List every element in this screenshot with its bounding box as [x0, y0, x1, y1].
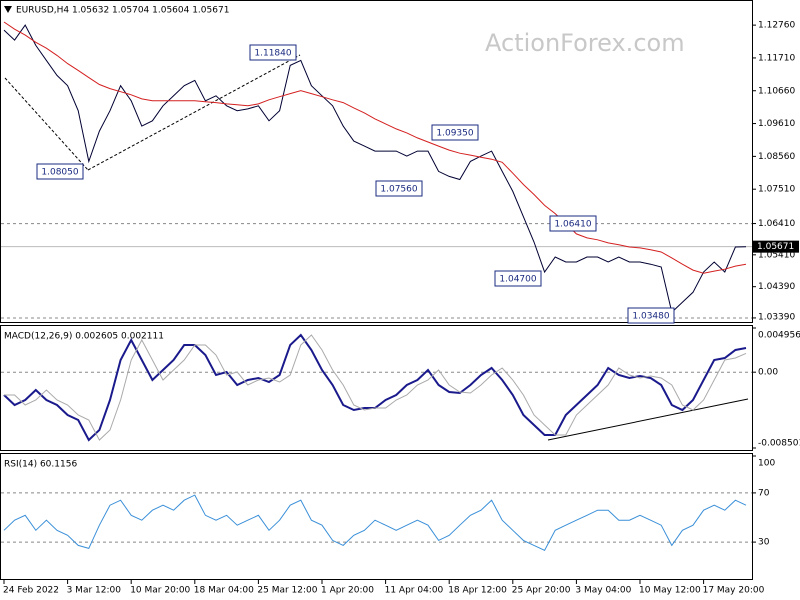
annotation-box [375, 180, 423, 197]
rsi-frame [0, 453, 753, 580]
price-frame [0, 0, 753, 323]
y-tick-label: 1.04390 [758, 282, 795, 292]
x-tick-label: 10 Mar 20:00 [130, 586, 190, 596]
trend-lines [4, 54, 749, 441]
y-tick-label: 1.07510 [758, 185, 795, 195]
x-tick-label: 24 Feb 2022 [3, 586, 59, 596]
annotation-label: 1.06410 [554, 220, 591, 230]
y-tick-label: 1.12760 [758, 21, 795, 31]
annotation-box [627, 307, 675, 324]
series-line [3, 24, 747, 314]
y-tick-label: 1.10660 [758, 86, 795, 96]
annotation-box [549, 215, 597, 232]
panel-title: EURUSD,H4 1.05632 1.05704 1.05604 1.0567… [16, 6, 229, 16]
annotation-label: 1.09350 [436, 129, 473, 139]
y-tick-label: 1.03390 [758, 313, 795, 323]
x-tick-label: 25 Apr 20:00 [512, 586, 571, 596]
panel-frames [0, 0, 753, 580]
last-price-label: 1.05671 [757, 242, 794, 252]
last-price-box [753, 240, 799, 253]
series-line [3, 494, 747, 551]
y-tick-label: 0.004956 [758, 331, 800, 341]
y-tick-label: 0.00 [758, 368, 778, 378]
annotation-label: 1.04700 [499, 275, 536, 285]
x-tick-label: 25 Mar 12:00 [257, 586, 317, 596]
panel-title: RSI(14) 60.1156 [4, 460, 77, 470]
annotation-box [431, 124, 479, 141]
y-tick-label: 30 [758, 538, 770, 548]
dotted-trend [87, 54, 301, 171]
annotation-label: 1.03480 [632, 312, 669, 322]
y-tick-label: -0.008501 [758, 439, 800, 449]
series-line [4, 334, 747, 441]
y-tick-label: 1.08560 [758, 152, 795, 162]
series-line [3, 21, 747, 274]
symbol-icon [4, 6, 12, 13]
y-tick-label: 1.09610 [758, 119, 795, 129]
y-tick-label: 1.05410 [758, 250, 795, 260]
y-tick-label: 100 [758, 459, 775, 469]
x-tick-label: 18 Apr 12:00 [448, 586, 507, 596]
macd-trend [547, 398, 749, 441]
y-tick-label: 1.11710 [758, 53, 795, 63]
y-tick-label: 1.06410 [758, 219, 795, 229]
x-tick-label: 18 Mar 04:00 [194, 586, 254, 596]
panel-title: MACD(12,26,9) 0.002605 0.002111 [4, 332, 164, 342]
dotted-trend [4, 77, 89, 171]
macd-frame [0, 325, 753, 451]
y-tick-label: 70 [758, 488, 770, 498]
annotation-label: 1.11840 [254, 49, 291, 59]
x-tick-label: 17 May 20:00 [703, 586, 765, 596]
annotation-box [494, 270, 542, 287]
x-tick-label: 3 Mar 12:00 [67, 586, 122, 596]
x-tick-label: 3 May 04:00 [575, 586, 631, 596]
x-tick-label: 1 Apr 20:00 [321, 586, 374, 596]
x-tick-label: 11 Apr 04:00 [385, 586, 444, 596]
annotation-box [36, 163, 84, 180]
watermark: ActionForex.com [485, 29, 685, 57]
x-tick-label: 10 May 12:00 [639, 586, 701, 596]
annotation-label: 1.07560 [380, 185, 417, 195]
annotation-label: 1.08050 [41, 168, 78, 178]
annotation-box [249, 44, 297, 61]
